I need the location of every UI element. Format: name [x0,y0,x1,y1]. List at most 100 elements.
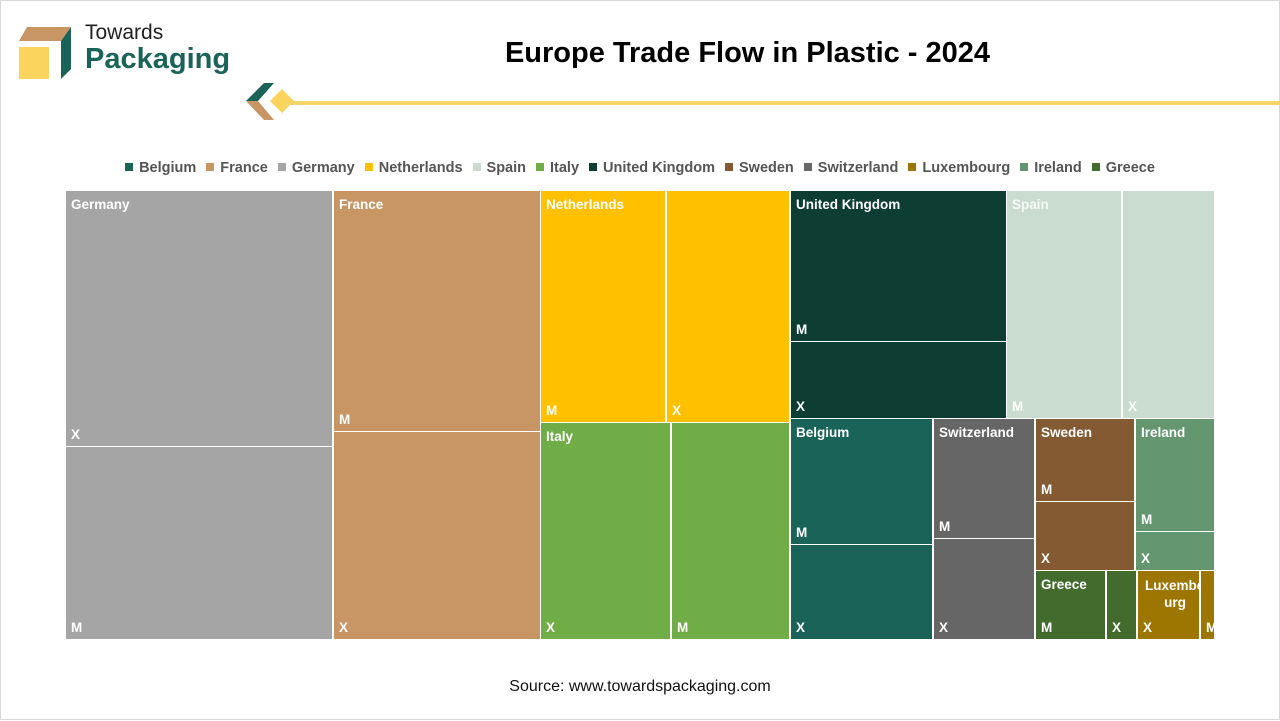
legend-swatch [908,163,917,171]
treemap-cell-belgium-x: X [791,545,932,639]
treemap-cell-united-kingdom-x: X [791,342,1006,418]
treemap-cell-switzerland-m: Switzerland M [934,419,1034,538]
legend-label: Sweden [739,160,794,176]
group-label: Greece [1041,577,1087,592]
legend-swatch [125,163,134,171]
decorative-arrow-icon [246,83,294,120]
legend-swatch [1020,163,1029,171]
legend-label: Greece [1105,160,1155,176]
legend-item: Spain [472,160,527,176]
legend-label: Ireland [1034,160,1082,176]
group-label: Belgium [796,425,850,440]
legend-label: Spain [486,160,527,176]
treemap-cell-sweden-x: X [1036,502,1134,570]
legend-swatch [364,163,373,171]
treemap-cell-germany-x: Germany X [66,191,332,446]
legend-item: Switzerland [803,160,899,176]
leaf-label: M [339,412,351,427]
leaf-label: X [672,403,682,418]
leaf-label: X [939,620,949,635]
leaf-label: X [1112,620,1122,635]
leaf-label: M [677,620,689,635]
brand-logo: Towards Packaging [19,21,249,83]
legend-item: Germany [277,160,355,176]
group-label: Ireland [1141,425,1186,440]
group-label: Luxembo urg [1144,578,1205,610]
legend-label: Belgium [139,160,197,176]
treemap-cell-greece-m: Greece M [1036,571,1105,639]
legend-swatch [277,163,286,171]
leaf-label: X [1128,399,1138,414]
legend-swatch [536,163,545,171]
leaf-label: X [1143,620,1153,635]
treemap-cell-italy-m: M [672,423,789,639]
leaf-label: X [546,620,556,635]
group-label: United Kingdom [796,197,901,212]
legend-swatch [803,163,812,171]
leaf-label: X [339,620,349,635]
group-label: Sweden [1041,425,1093,440]
legend-swatch [589,163,598,171]
treemap-cell-italy-x: Italy X [541,423,670,639]
leaf-label: M [1012,399,1024,414]
legend: Belgium France Germany Netherlands Spain Ital… [1,160,1279,176]
treemap-cell-sweden-m: Sweden M [1036,419,1134,501]
leaf-label: M [1141,512,1153,527]
logo-text-packaging: Packaging [85,43,231,75]
group-label: Spain [1012,197,1049,212]
chart-title: Europe Trade Flow in Plastic - 2024 [504,37,991,69]
source-note: Source: www.towardspackaging.com [509,678,771,695]
legend-item: Ireland [1020,160,1082,176]
group-label: Germany [71,197,130,212]
treemap-cell-france-x: X [334,432,540,639]
logo-text-towards: Towards [85,21,164,44]
treemap-cell-germany-m: M [66,447,332,639]
leaf-label: M [1041,620,1053,635]
leaf-label: X [796,620,806,635]
title-rule [286,101,1280,105]
leaf-label: X [71,427,81,442]
treemap-cell-belgium-m: Belgium M [791,419,932,544]
treemap-cell-ireland-x: X [1136,532,1214,570]
legend-item: United Kingdom [589,160,715,176]
legend-swatch [206,163,215,171]
treemap-cell-luxembourg-m: M [1201,571,1218,639]
legend-label: Italy [550,160,580,176]
treemap-cell-luxembourg-x: Luxembo urg X [1138,571,1205,639]
legend-label: Germany [291,160,355,176]
legend-label: Netherlands [378,160,463,176]
treemap-cell-ireland-m: Ireland M [1136,419,1214,531]
legend-item: Netherlands [364,160,463,176]
group-label: Netherlands [546,197,625,212]
legend-swatch [472,163,481,171]
leaf-label: M [71,620,83,635]
legend-label: Switzerland [817,160,899,176]
leaf-label: X [1141,551,1151,566]
leaf-label: M [796,322,808,337]
leaf-label: M [1206,620,1218,635]
legend-label: Luxembourg [922,160,1011,176]
treemap-cell-spain-x: X [1123,191,1214,418]
treemap-cell-netherlands-x: X [667,191,789,422]
legend-item: Greece [1091,160,1155,176]
treemap-cell-greece-x: X [1107,571,1136,639]
legend-item: France [206,160,268,176]
treemap-cell-switzerland-x: X [934,539,1034,639]
leaf-label: X [1041,551,1051,566]
legend-item: Luxembourg [908,160,1010,176]
legend-item: Sweden [725,160,794,176]
group-label: Switzerland [939,425,1015,440]
leaf-label: M [796,525,808,540]
treemap-cell-netherlands-m: Netherlands M [541,191,665,422]
group-label: France [339,197,384,212]
group-label: Italy [546,429,574,444]
legend-item: Italy [536,160,579,176]
legend-label: France [220,160,268,176]
leaf-label: M [1041,482,1053,497]
legend-label: United Kingdom [603,160,715,176]
legend-swatch [725,163,733,171]
treemap-cell-spain-m: Spain M [1007,191,1121,418]
leaf-label: M [939,519,951,534]
box-logo-icon [19,27,71,79]
